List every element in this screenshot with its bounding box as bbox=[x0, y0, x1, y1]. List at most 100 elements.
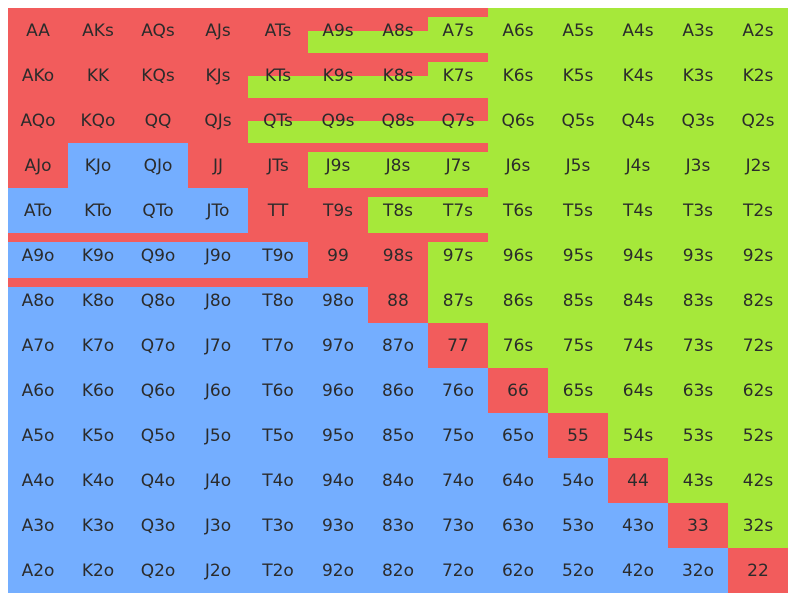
hand-cell-99[interactable]: 99 bbox=[308, 233, 368, 278]
hand-cell-T5s[interactable]: T5s bbox=[548, 188, 608, 233]
hand-cell-22[interactable]: 22 bbox=[728, 548, 788, 593]
hand-cell-43s[interactable]: 43s bbox=[668, 458, 728, 503]
hand-cell-A3s[interactable]: A3s bbox=[668, 8, 728, 53]
hand-cell-Q9o[interactable]: Q9o bbox=[128, 233, 188, 278]
hand-cell-63o[interactable]: 63o bbox=[488, 503, 548, 548]
hand-cell-J7s[interactable]: J7s bbox=[428, 143, 488, 188]
hand-cell-T4o[interactable]: T4o bbox=[248, 458, 308, 503]
hand-cell-87o[interactable]: 87o bbox=[368, 323, 428, 368]
hand-cell-T9o[interactable]: T9o bbox=[248, 233, 308, 278]
hand-cell-Q2s[interactable]: Q2s bbox=[728, 98, 788, 143]
hand-cell-54s[interactable]: 54s bbox=[608, 413, 668, 458]
hand-cell-T8o[interactable]: T8o bbox=[248, 278, 308, 323]
hand-cell-J5o[interactable]: J5o bbox=[188, 413, 248, 458]
hand-cell-J8o[interactable]: J8o bbox=[188, 278, 248, 323]
hand-cell-64s[interactable]: 64s bbox=[608, 368, 668, 413]
hand-cell-Q8s[interactable]: Q8s bbox=[368, 98, 428, 143]
hand-cell-J6s[interactable]: J6s bbox=[488, 143, 548, 188]
hand-cell-86s[interactable]: 86s bbox=[488, 278, 548, 323]
hand-cell-J2o[interactable]: J2o bbox=[188, 548, 248, 593]
hand-cell-A5s[interactable]: A5s bbox=[548, 8, 608, 53]
hand-cell-73o[interactable]: 73o bbox=[428, 503, 488, 548]
hand-cell-QJs[interactable]: QJs bbox=[188, 98, 248, 143]
hand-cell-93o[interactable]: 93o bbox=[308, 503, 368, 548]
hand-cell-J2s[interactable]: J2s bbox=[728, 143, 788, 188]
hand-cell-42s[interactable]: 42s bbox=[728, 458, 788, 503]
hand-cell-85o[interactable]: 85o bbox=[368, 413, 428, 458]
hand-cell-52s[interactable]: 52s bbox=[728, 413, 788, 458]
hand-cell-85s[interactable]: 85s bbox=[548, 278, 608, 323]
hand-cell-A7s[interactable]: A7s bbox=[428, 8, 488, 53]
hand-cell-T3o[interactable]: T3o bbox=[248, 503, 308, 548]
hand-cell-54o[interactable]: 54o bbox=[548, 458, 608, 503]
hand-cell-K5s[interactable]: K5s bbox=[548, 53, 608, 98]
hand-cell-53s[interactable]: 53s bbox=[668, 413, 728, 458]
hand-cell-K5o[interactable]: K5o bbox=[68, 413, 128, 458]
hand-cell-32s[interactable]: 32s bbox=[728, 503, 788, 548]
hand-cell-T9s[interactable]: T9s bbox=[308, 188, 368, 233]
hand-cell-K4s[interactable]: K4s bbox=[608, 53, 668, 98]
hand-cell-KK[interactable]: KK bbox=[68, 53, 128, 98]
hand-cell-Q9s[interactable]: Q9s bbox=[308, 98, 368, 143]
hand-cell-74s[interactable]: 74s bbox=[608, 323, 668, 368]
hand-cell-92s[interactable]: 92s bbox=[728, 233, 788, 278]
hand-cell-Q7s[interactable]: Q7s bbox=[428, 98, 488, 143]
hand-cell-62o[interactable]: 62o bbox=[488, 548, 548, 593]
hand-cell-65s[interactable]: 65s bbox=[548, 368, 608, 413]
hand-cell-J8s[interactable]: J8s bbox=[368, 143, 428, 188]
hand-cell-J9o[interactable]: J9o bbox=[188, 233, 248, 278]
hand-cell-43o[interactable]: 43o bbox=[608, 503, 668, 548]
hand-cell-A6s[interactable]: A6s bbox=[488, 8, 548, 53]
hand-cell-75o[interactable]: 75o bbox=[428, 413, 488, 458]
hand-cell-T6s[interactable]: T6s bbox=[488, 188, 548, 233]
hand-cell-83s[interactable]: 83s bbox=[668, 278, 728, 323]
hand-cell-76o[interactable]: 76o bbox=[428, 368, 488, 413]
hand-cell-J6o[interactable]: J6o bbox=[188, 368, 248, 413]
hand-cell-A9o[interactable]: A9o bbox=[8, 233, 68, 278]
hand-cell-93s[interactable]: 93s bbox=[668, 233, 728, 278]
hand-cell-72o[interactable]: 72o bbox=[428, 548, 488, 593]
hand-cell-T2o[interactable]: T2o bbox=[248, 548, 308, 593]
hand-cell-A8s[interactable]: A8s bbox=[368, 8, 428, 53]
hand-cell-K7o[interactable]: K7o bbox=[68, 323, 128, 368]
hand-cell-97o[interactable]: 97o bbox=[308, 323, 368, 368]
hand-cell-KTs[interactable]: KTs bbox=[248, 53, 308, 98]
hand-cell-44[interactable]: 44 bbox=[608, 458, 668, 503]
hand-cell-KJs[interactable]: KJs bbox=[188, 53, 248, 98]
hand-cell-42o[interactable]: 42o bbox=[608, 548, 668, 593]
hand-cell-A5o[interactable]: A5o bbox=[8, 413, 68, 458]
hand-cell-KJo[interactable]: KJo bbox=[68, 143, 128, 188]
hand-cell-KQs[interactable]: KQs bbox=[128, 53, 188, 98]
hand-cell-K7s[interactable]: K7s bbox=[428, 53, 488, 98]
hand-cell-32o[interactable]: 32o bbox=[668, 548, 728, 593]
hand-cell-94s[interactable]: 94s bbox=[608, 233, 668, 278]
hand-cell-ATs[interactable]: ATs bbox=[248, 8, 308, 53]
hand-cell-JTo[interactable]: JTo bbox=[188, 188, 248, 233]
hand-cell-65o[interactable]: 65o bbox=[488, 413, 548, 458]
hand-cell-K2o[interactable]: K2o bbox=[68, 548, 128, 593]
hand-cell-KTo[interactable]: KTo bbox=[68, 188, 128, 233]
hand-cell-KQo[interactable]: KQo bbox=[68, 98, 128, 143]
hand-cell-K4o[interactable]: K4o bbox=[68, 458, 128, 503]
hand-cell-66[interactable]: 66 bbox=[488, 368, 548, 413]
hand-cell-T4s[interactable]: T4s bbox=[608, 188, 668, 233]
hand-cell-73s[interactable]: 73s bbox=[668, 323, 728, 368]
hand-cell-87s[interactable]: 87s bbox=[428, 278, 488, 323]
hand-cell-ATo[interactable]: ATo bbox=[8, 188, 68, 233]
hand-cell-J3o[interactable]: J3o bbox=[188, 503, 248, 548]
hand-cell-A3o[interactable]: A3o bbox=[8, 503, 68, 548]
hand-cell-94o[interactable]: 94o bbox=[308, 458, 368, 503]
hand-cell-Q5s[interactable]: Q5s bbox=[548, 98, 608, 143]
hand-cell-AKo[interactable]: AKo bbox=[8, 53, 68, 98]
hand-cell-AJs[interactable]: AJs bbox=[188, 8, 248, 53]
hand-cell-A9s[interactable]: A9s bbox=[308, 8, 368, 53]
hand-cell-86o[interactable]: 86o bbox=[368, 368, 428, 413]
hand-cell-T2s[interactable]: T2s bbox=[728, 188, 788, 233]
hand-cell-T7s[interactable]: T7s bbox=[428, 188, 488, 233]
hand-cell-K2s[interactable]: K2s bbox=[728, 53, 788, 98]
hand-cell-74o[interactable]: 74o bbox=[428, 458, 488, 503]
hand-cell-K3s[interactable]: K3s bbox=[668, 53, 728, 98]
hand-cell-75s[interactable]: 75s bbox=[548, 323, 608, 368]
hand-cell-88[interactable]: 88 bbox=[368, 278, 428, 323]
hand-cell-72s[interactable]: 72s bbox=[728, 323, 788, 368]
